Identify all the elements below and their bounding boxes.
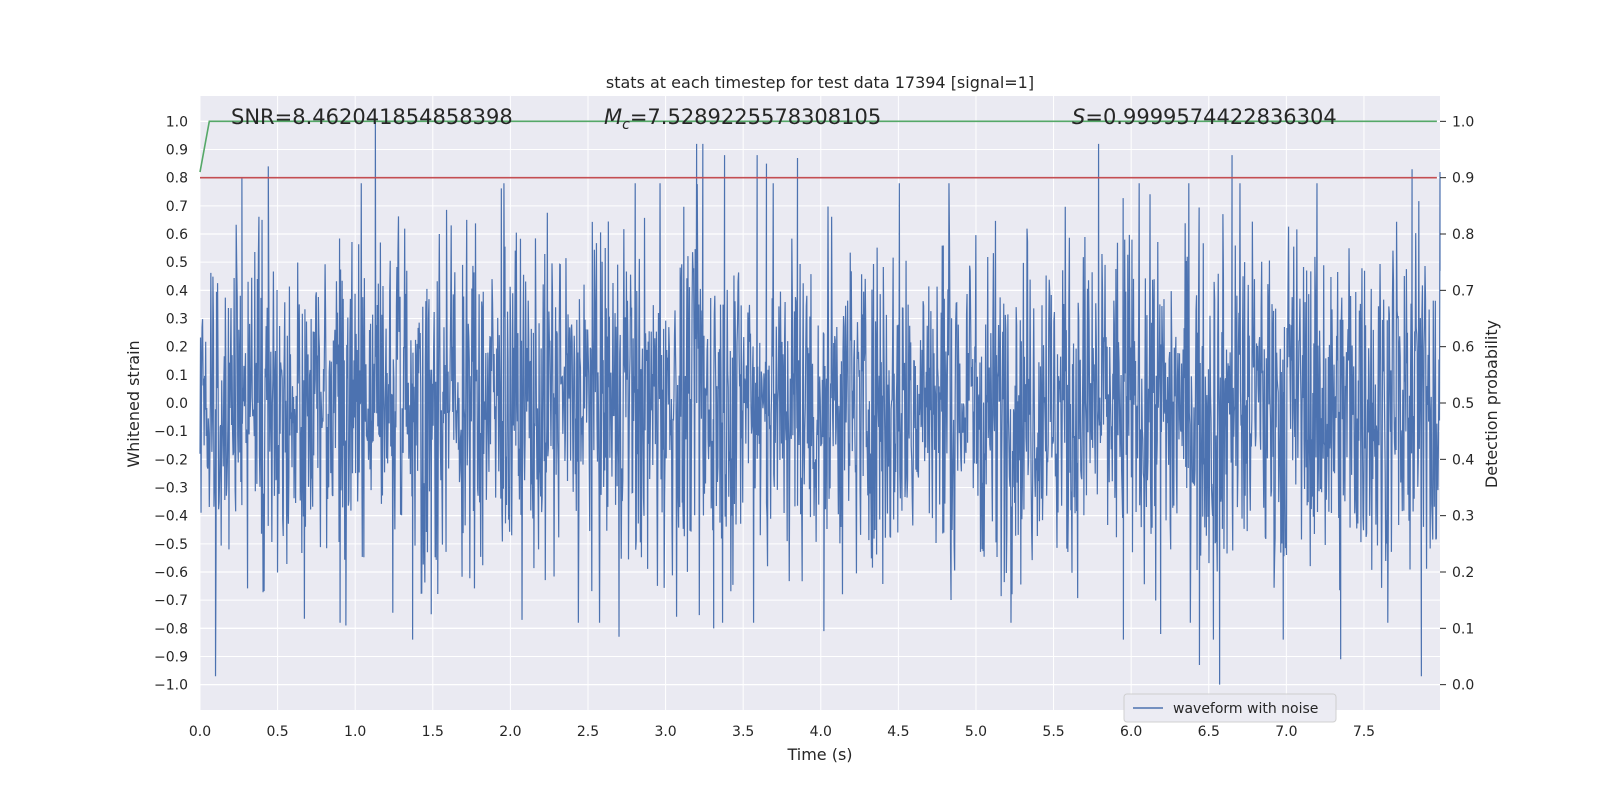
detection-probability-line bbox=[199, 120, 1437, 173]
x-tick-label: 4.5 bbox=[887, 724, 909, 740]
x-tick-label: 4.0 bbox=[810, 724, 832, 740]
y-tick-label: −0.3 bbox=[154, 480, 188, 496]
chirp-mass-subscript: c bbox=[622, 117, 630, 133]
y-tick-label: 0.9 bbox=[166, 143, 188, 159]
y2-tick-label: 0.2 bbox=[1452, 565, 1474, 581]
y-tick-label: −0.2 bbox=[154, 452, 188, 468]
y-tick-label: −0.8 bbox=[154, 621, 188, 637]
x-tick-label: 5.5 bbox=[1042, 724, 1064, 740]
y-tick-label: 0.5 bbox=[166, 255, 188, 271]
x-tick-label: 7.0 bbox=[1275, 724, 1297, 740]
y-tick-label: 0.0 bbox=[166, 396, 188, 412]
waveform-line bbox=[199, 121, 1441, 685]
chart-title: stats at each timestep for test data 173… bbox=[606, 73, 1034, 92]
y2-tick-label: 0.1 bbox=[1452, 621, 1474, 637]
snr-annotation: SNR=8.462041854858398 bbox=[231, 105, 513, 129]
y-tick-label: −0.4 bbox=[154, 509, 188, 525]
legend: waveform with noise bbox=[1123, 693, 1337, 723]
y-tick-label: 0.6 bbox=[166, 227, 188, 243]
x-tick-label: 2.0 bbox=[499, 724, 521, 740]
x-tick-label: 6.0 bbox=[1120, 724, 1142, 740]
probability-series bbox=[199, 120, 1437, 179]
y-tick-label: 0.3 bbox=[166, 312, 188, 328]
x-tick-label: 7.5 bbox=[1353, 724, 1375, 740]
y-tick-label: −0.9 bbox=[154, 649, 188, 665]
x-tick-label: 0.5 bbox=[266, 724, 288, 740]
chirp-mass-value: =7.5289225578308105 bbox=[630, 105, 881, 129]
y2-axis-label: Detection probability bbox=[1482, 320, 1501, 488]
chirp-mass-annotation: Mc=7.5289225578308105 bbox=[604, 105, 881, 133]
x-tick-label: 5.0 bbox=[965, 724, 987, 740]
y-tick-label: −1.0 bbox=[154, 678, 188, 694]
y2-tick-label: 0.0 bbox=[1452, 678, 1474, 694]
x-tick-label: 3.0 bbox=[654, 724, 676, 740]
y2-tick-label: 1.0 bbox=[1452, 114, 1474, 130]
x-axis-label: Time (s) bbox=[786, 745, 852, 764]
y-tick-label: −0.1 bbox=[154, 424, 188, 440]
x-tick-label: 6.5 bbox=[1198, 724, 1220, 740]
x-tick-label: 1.5 bbox=[422, 724, 444, 740]
statistic-symbol: S bbox=[1072, 105, 1085, 129]
x-tick-label: 1.0 bbox=[344, 724, 366, 740]
statistic-value: =0.9999574422836304 bbox=[1085, 105, 1336, 129]
waveform-series bbox=[199, 121, 1441, 685]
y2-tick-label: 0.7 bbox=[1452, 283, 1474, 299]
statistic-annotation: S=0.9999574422836304 bbox=[1072, 105, 1337, 129]
x-tick-labels: 0.0 0.5 1.0 1.5 2.0 2.5 3.0 3.5 4.0 4.5 5.0 5.5 6.0 6… bbox=[189, 724, 1375, 740]
y2-tick-label: 0.3 bbox=[1452, 509, 1474, 525]
y-tick-label: 0.8 bbox=[166, 171, 188, 187]
y2-tick-label: 0.5 bbox=[1452, 396, 1474, 412]
x-tick-label: 2.5 bbox=[577, 724, 599, 740]
legend-label: waveform with noise bbox=[1173, 701, 1318, 717]
y-tick-label: 0.4 bbox=[166, 283, 188, 299]
x-tick-label: 3.5 bbox=[732, 724, 754, 740]
y-tick-label: 0.2 bbox=[166, 340, 188, 356]
y-tick-labels: 1.0 0.9 0.8 0.7 0.6 0.5 0.4 0.3 0.2 0.1 0.0 −0.1 −0.… bbox=[154, 114, 188, 693]
chirp-mass-symbol: M bbox=[604, 105, 622, 129]
y2-tick-labels: 1.0 0.9 0.8 0.7 0.6 0.5 0.4 0.3 0.2 0.1 0.0 bbox=[1440, 114, 1474, 694]
y-tick-label: −0.6 bbox=[154, 565, 188, 581]
y2-tick-label: 0.9 bbox=[1452, 171, 1474, 187]
legend-box bbox=[1123, 693, 1337, 723]
y2-tick-label: 0.4 bbox=[1452, 452, 1474, 468]
y-tick-label: 1.0 bbox=[166, 114, 188, 130]
y2-tick-label: 0.6 bbox=[1452, 340, 1474, 356]
y-tick-label: 0.1 bbox=[166, 368, 188, 384]
y2-tick-label: 0.8 bbox=[1452, 227, 1474, 243]
y-tick-label: −0.7 bbox=[154, 593, 188, 609]
x-tick-label: 0.0 bbox=[189, 724, 211, 740]
y-axis-label: Whitened strain bbox=[124, 340, 143, 467]
y-tick-label: 0.7 bbox=[166, 199, 188, 215]
y-tick-label: −0.5 bbox=[154, 537, 188, 553]
